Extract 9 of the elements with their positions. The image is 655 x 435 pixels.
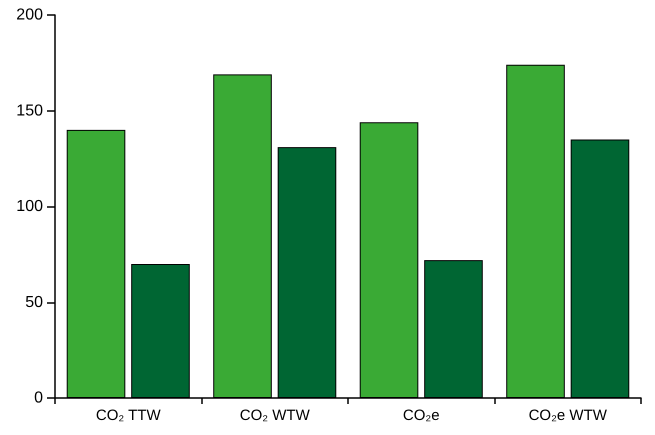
x-tick-label: CO₂e WTW [528,407,608,424]
x-tick-label: CO₂e [402,407,440,424]
y-tick-label: 200 [16,6,44,24]
y-tick-label: 150 [16,102,44,120]
x-tick-label: CO₂ TTW [96,407,162,424]
x-tick-label: CO₂ WTW [240,407,311,424]
y-tick-label: 50 [25,294,44,311]
y-tick-label: 100 [16,198,44,215]
y-tick-label: 0 [34,390,44,406]
